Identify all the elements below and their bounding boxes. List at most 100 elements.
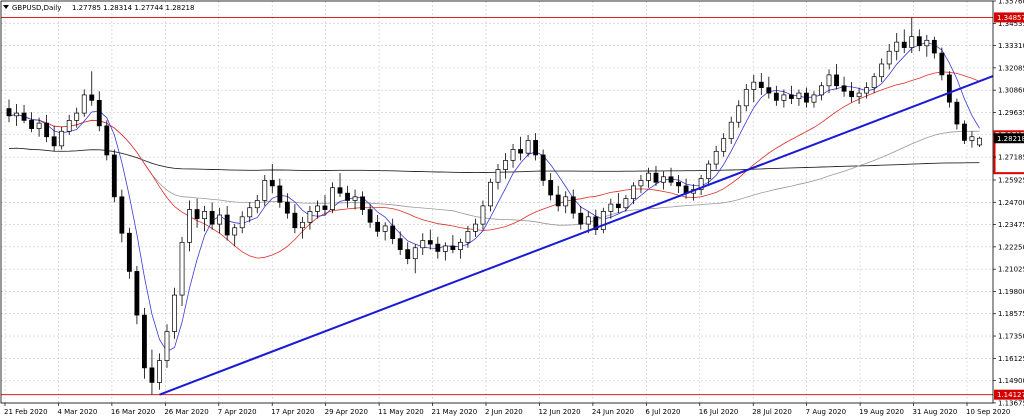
candle-body [134,271,140,316]
y-tick-label: 1.29635 [998,109,1024,117]
candle-body [104,125,110,156]
x-tick-label: 31 Aug 2020 [913,408,958,416]
y-tick-label: 1.30860 [998,87,1024,95]
candle-body [646,172,651,181]
candle-body [149,367,155,383]
candle-body [345,192,350,201]
candle-body [382,225,388,232]
y-tick-label: 1.35760 [998,0,1024,6]
candle-body [224,214,230,236]
highlight-box[interactable] [993,130,1024,175]
y-tick-label: 1.16125 [998,355,1024,363]
ma-fast-line [8,42,980,353]
candle-body [495,169,501,183]
candle-body [615,203,621,209]
candle-body [713,150,719,165]
y-tick-label: 1.17350 [998,333,1024,341]
candle-body [510,149,516,161]
trendline[interactable] [159,75,994,396]
candle-body [239,216,245,229]
candle-body [337,187,343,194]
x-tick-label: 28 Jul 2020 [752,408,792,416]
candle-body [811,94,817,103]
y-tick-label: 1.14900 [998,377,1024,385]
dropdown-triangle-icon[interactable] [3,5,9,9]
price-marker-box [994,133,1024,144]
candle-body [74,112,80,121]
candle-body [924,39,930,47]
candles [6,17,982,395]
price-marker-label: 1.28218 [997,135,1024,143]
candle-body [518,149,523,154]
overlays [1,17,1024,396]
candle-body [623,198,629,209]
candle-body [420,240,426,249]
candle-body [488,181,493,207]
x-tick-label: 16 Mar 2020 [111,408,155,416]
candle-body [736,105,742,123]
candle-body [119,196,125,234]
candle-body [172,294,177,332]
candle-body [751,81,757,90]
ohlc-label: 1.27785 1.28314 1.27744 1.28218 [72,4,194,12]
candle-body [435,243,441,252]
candle-body [548,180,554,196]
candle-body [661,176,666,183]
candle-body [954,101,960,125]
candle-body [766,87,772,94]
candle-body [773,92,779,101]
candle-body [450,245,456,250]
candle-body [457,241,463,250]
candle-body [894,41,900,52]
y-tick-label: 1.24700 [998,199,1024,207]
candle-body [397,238,403,250]
candle-body [6,108,12,117]
candle-body [653,172,659,183]
candle-body [826,74,832,87]
candle-body [977,137,982,146]
candle-body [503,160,508,170]
x-tick-label: 26 Mar 2020 [164,408,208,416]
candle-body [179,241,185,296]
candle-body [405,249,411,260]
candle-body [668,176,674,183]
candle-body [277,185,283,203]
grid [1,0,993,404]
candle-body [758,81,764,88]
candle-body [111,154,117,198]
x-tick-label: 6 Jul 2020 [645,408,680,416]
candle-body [307,211,313,223]
symbol-label: GBPUSD,Daily [12,4,61,12]
candle-body [89,94,95,101]
candle-body [322,205,328,210]
x-tick-label: 7 Apr 2020 [218,408,257,416]
candle-body [698,178,704,190]
candle-body [21,112,27,121]
candle-body [217,214,223,225]
candle-body [157,360,162,383]
candle-body [330,187,335,210]
candle-body [879,63,885,78]
ma-medium-line [8,71,980,259]
candle-body [96,100,102,127]
candle-body [254,200,260,209]
candle-body [856,92,862,98]
x-tick-label: 10 Sep 2020 [966,408,1010,416]
candle-body [630,185,636,199]
candle-body [796,92,802,99]
candle-body [939,52,945,76]
candle-body [375,221,381,232]
candle-body [676,181,681,187]
moving-averages [8,42,980,353]
candle-body [473,223,478,232]
candle-body [14,112,19,117]
x-tick-label: 24 Jun 2020 [592,408,634,416]
candle-body [164,331,170,361]
candle-body [834,74,839,87]
candle-body [187,209,192,243]
candle-body [721,138,727,152]
candle-body [81,94,87,114]
candle-body [480,205,486,225]
